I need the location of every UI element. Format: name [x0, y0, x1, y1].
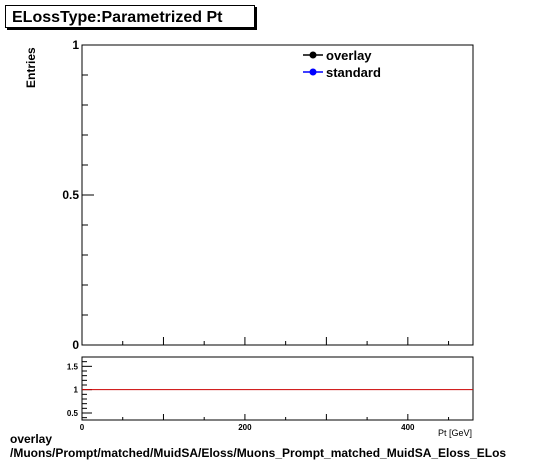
- legend-overlay-label: overlay: [326, 48, 372, 63]
- ratio-y-tick-label: 1.5: [67, 362, 79, 371]
- ratio-x-tick-label: 0: [80, 423, 85, 432]
- legend: overlay standard: [303, 48, 381, 80]
- footer-line-2: /Muons/Prompt/matched/MuidSA/Eloss/Muons…: [10, 446, 507, 460]
- y-tick-label: 0.5: [62, 188, 79, 202]
- legend-overlay-marker: [309, 51, 317, 59]
- ratio-y-tick-label: 0.5: [67, 409, 79, 418]
- y-tick-label: 1: [72, 38, 79, 52]
- legend-standard-label: standard: [326, 65, 381, 80]
- legend-standard-marker: [309, 68, 317, 76]
- ratio-y-axis: 0.5 1 1.5: [67, 361, 92, 419]
- y-axis-label: Entries: [24, 47, 38, 88]
- main-x-axis: [81, 337, 450, 345]
- chart-title: ELossType:Parametrized Pt: [5, 5, 255, 28]
- ratio-x-axis: 0 200 400: [80, 414, 450, 432]
- ratio-y-tick-label: 1: [74, 386, 79, 395]
- ratio-plot-frame: [81, 356, 474, 421]
- x-axis-label: Pt [GeV]: [438, 428, 472, 438]
- main-y-axis: 00.51: [62, 38, 94, 352]
- ratio-x-tick-label: 200: [238, 423, 252, 432]
- footer-line-1: overlay: [10, 432, 53, 446]
- main-plot-frame: [81, 44, 474, 346]
- ratio-x-tick-label: 400: [401, 423, 415, 432]
- y-tick-label: 0: [72, 338, 79, 352]
